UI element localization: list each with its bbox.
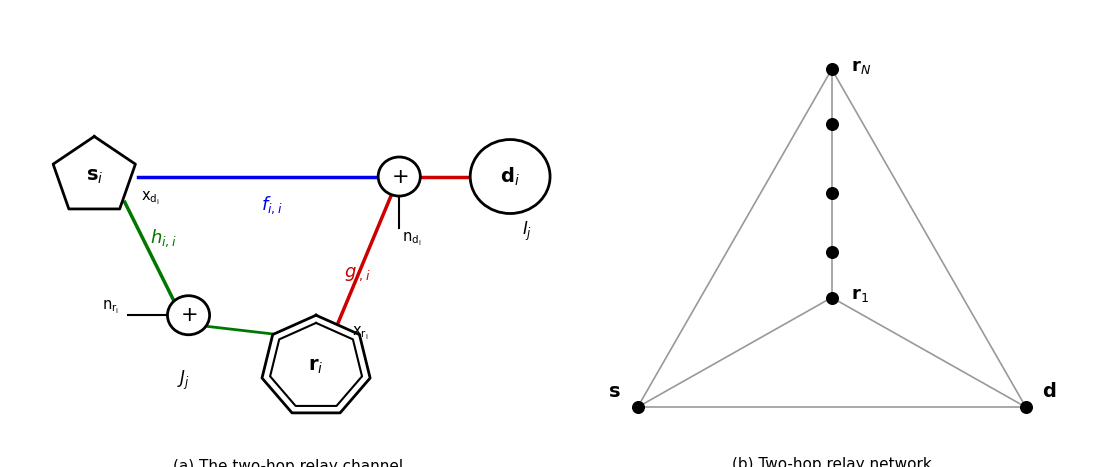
Point	[823, 65, 841, 73]
Circle shape	[470, 140, 550, 213]
Polygon shape	[262, 315, 370, 413]
Text: $J_j$: $J_j$	[176, 369, 190, 392]
Text: $+$: $+$	[390, 167, 408, 186]
Text: $\mathbf{r}_1$: $\mathbf{r}_1$	[852, 286, 869, 304]
Point	[823, 120, 841, 128]
Point	[629, 403, 647, 411]
Circle shape	[167, 296, 210, 335]
Circle shape	[378, 157, 420, 196]
Point	[823, 248, 841, 255]
Point	[1017, 403, 1035, 411]
Text: $\mathrm{n_{d_i}}$: $\mathrm{n_{d_i}}$	[401, 230, 421, 248]
Point	[823, 189, 841, 196]
Text: $\mathbf{s}$: $\mathbf{s}$	[609, 382, 621, 401]
Text: (b) Two-hop relay network: (b) Two-hop relay network	[732, 457, 932, 467]
Text: $h_{i,i}$: $h_{i,i}$	[150, 227, 176, 249]
Text: $\mathrm{x_{r_i}}$: $\mathrm{x_{r_i}}$	[353, 325, 368, 342]
Polygon shape	[53, 136, 135, 209]
Text: $\mathbf{r}_N$: $\mathbf{r}_N$	[852, 58, 872, 76]
Text: $\mathbf{d}$: $\mathbf{d}$	[1042, 382, 1057, 401]
Text: $\mathrm{n_{r_i}}$: $\mathrm{n_{r_i}}$	[102, 299, 120, 316]
Polygon shape	[271, 323, 362, 406]
Text: $I_j$: $I_j$	[521, 220, 532, 243]
Point	[823, 294, 841, 301]
Text: $\mathrm{x_{d_i}}$: $\mathrm{x_{d_i}}$	[142, 190, 160, 207]
Text: $\mathbf{r}_i$: $\mathbf{r}_i$	[308, 357, 324, 376]
Text: (a) The two-hop relay channel: (a) The two-hop relay channel	[173, 459, 404, 467]
Text: $\mathbf{d}_i$: $\mathbf{d}_i$	[500, 165, 520, 188]
Text: $+$: $+$	[180, 305, 197, 325]
Text: $f_{i,i}$: $f_{i,i}$	[261, 195, 283, 216]
Text: $\mathbf{s}_i$: $\mathbf{s}_i$	[85, 167, 103, 186]
Text: $g_{i,i}$: $g_{i,i}$	[344, 265, 370, 283]
